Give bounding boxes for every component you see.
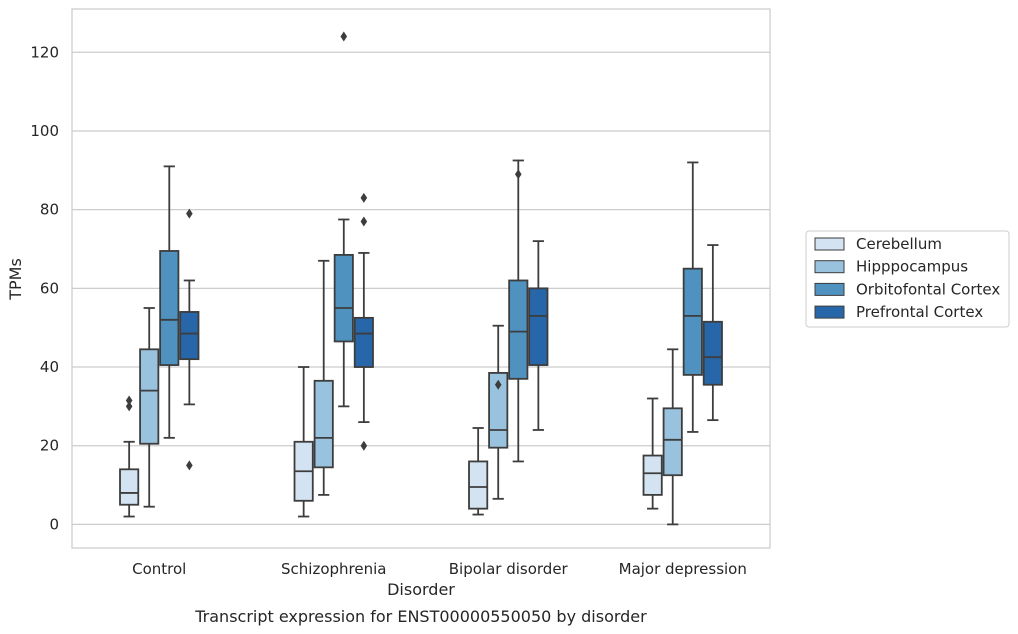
iqr-box: [468, 460, 489, 510]
y-tick-label: 60: [40, 279, 59, 297]
iqr-box: [508, 279, 529, 380]
box-orbitofontal-cortex: [682, 161, 703, 433]
legend-items: Cerebellum Hipppocampus Orbitofontal Corte…: [814, 235, 1000, 321]
iqr-box: [119, 468, 140, 506]
outlier-point: [186, 460, 193, 471]
iqr-box: [159, 250, 180, 366]
box-hipppocampus: [313, 259, 334, 496]
legend: Cerebellum Hipppocampus Orbitofontal Corte…: [805, 230, 1010, 328]
box-orbitofontal-cortex: [508, 159, 529, 463]
y-tick-label: 80: [40, 201, 59, 219]
box-cerebellum: [293, 366, 314, 518]
legend-swatch: [814, 237, 845, 251]
x-tick-label: Schizophrenia: [281, 560, 386, 578]
y-tick-label: 0: [49, 515, 59, 533]
box-cerebellum: [642, 397, 663, 510]
x-axis-title: Disorder: [387, 580, 455, 599]
outlier-point: [360, 440, 368, 451]
x-tick-label: Major depression: [619, 560, 747, 578]
box-prefrontal-cortex: [702, 244, 723, 422]
y-tick-label: 100: [30, 122, 59, 140]
iqr-box: [353, 316, 374, 368]
outlier-point: [125, 395, 133, 406]
box-hipppocampus: [662, 348, 683, 526]
y-axis-title: TPMs: [6, 258, 25, 301]
iqr-box: [642, 454, 663, 496]
box-orbitofontal-cortex: [333, 31, 354, 408]
iqr-box: [528, 287, 549, 366]
chart-caption: Transcript expression for ENST0000055005…: [194, 607, 647, 626]
outlier-point: [125, 401, 133, 412]
legend-label: Hipppocampus: [856, 258, 968, 276]
plot-area-frame: [71, 8, 771, 549]
legend-swatch: [814, 260, 845, 274]
iqr-box: [179, 311, 200, 361]
grid-lines: [72, 51, 770, 526]
iqr-box: [662, 407, 683, 477]
x-axis-ticks: Control Schizophrenia Bipolar disorder Majo…: [132, 560, 747, 578]
legend-label: Orbitofontal Cortex: [856, 280, 1000, 298]
iqr-box: [488, 372, 509, 449]
x-tick-label: Bipolar disorder: [449, 560, 569, 578]
iqr-box: [682, 267, 703, 376]
box-orbitofontal-cortex: [159, 165, 180, 439]
outlier-point: [360, 192, 368, 203]
box-cerebellum: [468, 427, 489, 516]
outlier-point: [360, 216, 368, 227]
box-cerebellum: [119, 395, 140, 518]
box-hipppocampus: [488, 324, 509, 500]
legend-frame: [805, 230, 1010, 328]
y-tick-label: 120: [30, 43, 59, 61]
box-prefrontal-cortex: [528, 240, 549, 431]
box-hipppocampus: [139, 307, 160, 508]
iqr-box: [139, 348, 160, 445]
outlier-point: [340, 31, 348, 42]
box-layer: [119, 31, 723, 526]
legend-label: Prefrontal Cortex: [856, 303, 983, 321]
iqr-box: [333, 253, 354, 343]
iqr-box: [702, 320, 723, 386]
legend-swatch: [814, 282, 845, 296]
box-prefrontal-cortex: [179, 208, 200, 471]
y-axis-ticks: 0 20 40 60 80 100 120: [30, 43, 59, 533]
outlier-point: [494, 379, 502, 390]
y-tick-label: 40: [40, 358, 59, 376]
box-prefrontal-cortex: [353, 192, 374, 451]
legend-swatch: [814, 305, 845, 319]
y-tick-label: 20: [40, 437, 59, 455]
outlier-point: [514, 169, 522, 180]
x-tick-label: Control: [132, 560, 186, 578]
outlier-point: [186, 208, 193, 219]
legend-label: Cerebellum: [856, 235, 942, 253]
iqr-box: [313, 379, 334, 469]
